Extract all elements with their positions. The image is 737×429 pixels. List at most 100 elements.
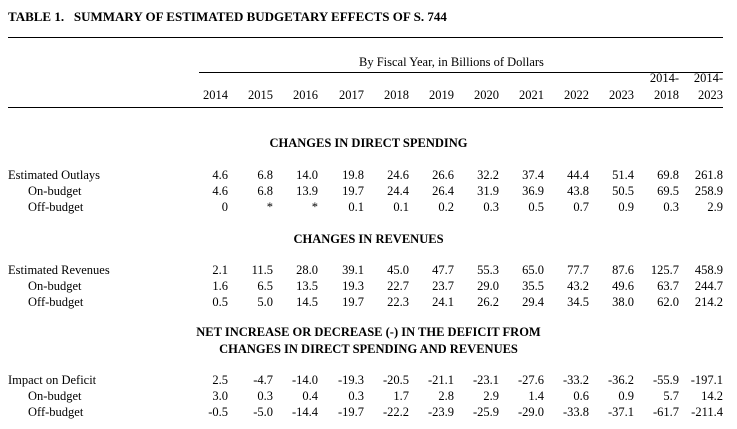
table-cell: 0.4 (302, 389, 318, 403)
table-cell: -37.1 (607, 405, 634, 419)
table-cell: 14.2 (701, 389, 723, 403)
table-cell: 77.7 (567, 263, 589, 277)
table-cell: 0.3 (257, 389, 273, 403)
table-cell: 51.4 (612, 168, 634, 182)
table-cell: 13.9 (296, 184, 318, 198)
row-label: Off-budget (28, 200, 84, 214)
table-cell: 24.1 (432, 295, 454, 309)
table-cell: 214.2 (694, 295, 723, 309)
table-cell: -5.0 (253, 405, 273, 419)
table-cell: 26.4 (432, 184, 454, 198)
table-cell: 22.3 (387, 295, 409, 309)
table-cell: 44.4 (567, 168, 589, 182)
row-label: On-budget (28, 184, 82, 198)
table-cell: 24.4 (387, 184, 409, 198)
table-cell: -29.0 (517, 405, 544, 419)
table-cell: -23.9 (427, 405, 454, 419)
table-title: TABLE 1. SUMMARY OF ESTIMATED BUDGETARY … (8, 9, 447, 24)
table-cell: 87.6 (612, 263, 634, 277)
section-heading: CHANGES IN REVENUES (293, 232, 444, 246)
table-cell: 19.8 (342, 168, 364, 182)
row-label: Off-budget (28, 405, 84, 419)
table-cell: 34.5 (567, 295, 589, 309)
table-cell: -25.9 (472, 405, 499, 419)
table-subtitle: By Fiscal Year, in Billions of Dollars (359, 55, 544, 69)
table-cell: 0.3 (663, 200, 679, 214)
table-cell: -33.8 (562, 405, 589, 419)
table-cell: 2.9 (483, 389, 499, 403)
table-cell: 24.6 (387, 168, 409, 182)
column-header: 2021 (519, 88, 544, 102)
table-cell: * (311, 200, 318, 214)
table-cell: 39.1 (342, 263, 364, 277)
column-header: 2023 (698, 88, 723, 102)
table-cell: 0.1 (393, 200, 409, 214)
row-label: On-budget (28, 279, 82, 293)
table-cell: 5.7 (663, 389, 679, 403)
section-heading: NET INCREASE OR DECREASE (-) IN THE DEFI… (196, 325, 541, 339)
table-cell: 0.1 (348, 200, 364, 214)
table-cell: 2.9 (707, 200, 723, 214)
table-cell: * (266, 200, 273, 214)
table-cell: 37.4 (522, 168, 544, 182)
table-cell: 19.3 (342, 279, 364, 293)
table-cell: 1.7 (393, 389, 409, 403)
column-header: 2014 (203, 88, 228, 102)
table-cell: 19.7 (342, 184, 364, 198)
table-cell: 2.1 (212, 263, 228, 277)
table-cell: 45.0 (387, 263, 409, 277)
table-cell: 261.8 (694, 168, 723, 182)
table-cell: -20.5 (382, 373, 409, 387)
table-cell: 4.6 (212, 168, 228, 182)
column-header: 2016 (293, 88, 318, 102)
table-cell: 43.2 (567, 279, 589, 293)
table-cell: 36.9 (522, 184, 544, 198)
table-cell: 0.7 (573, 200, 589, 214)
table-cell: 26.2 (477, 295, 499, 309)
table-cell: -21.1 (427, 373, 454, 387)
table-cell: 0.3 (483, 200, 499, 214)
table-cell: 47.7 (432, 263, 454, 277)
table-cell: 65.0 (522, 263, 544, 277)
table-cell: 458.9 (694, 263, 723, 277)
table-cell: 0.5 (212, 295, 228, 309)
table-cell: 0.6 (573, 389, 589, 403)
table-cell: -27.6 (517, 373, 544, 387)
column-header: 2020 (474, 88, 499, 102)
table-cell: -19.3 (337, 373, 364, 387)
table-cell: 1.6 (212, 279, 228, 293)
table-cell: 3.0 (212, 389, 228, 403)
row-label: Off-budget (28, 295, 84, 309)
table-cell: 0.2 (438, 200, 454, 214)
table-cell: 0.5 (528, 200, 544, 214)
table-cell: 69.8 (657, 168, 679, 182)
table-cell: -197.1 (690, 373, 723, 387)
table-cell: 14.5 (296, 295, 318, 309)
table-cell: -4.7 (253, 373, 273, 387)
table-cell: 6.5 (257, 279, 273, 293)
table-cell: 69.5 (657, 184, 679, 198)
column-header: 2018 (384, 88, 409, 102)
table-cell: 1.4 (528, 389, 544, 403)
row-label: Estimated Outlays (8, 168, 100, 182)
table-cell: 32.2 (477, 168, 499, 182)
table-cell: 0 (221, 200, 228, 214)
table-cell: 38.0 (612, 295, 634, 309)
table-cell: 14.0 (296, 168, 318, 182)
column-header: 2018 (654, 88, 679, 102)
table-cell: 49.6 (612, 279, 634, 293)
table-cell: 6.8 (257, 184, 273, 198)
table-cell: 19.7 (342, 295, 364, 309)
row-label: On-budget (28, 389, 82, 403)
table-cell: -211.4 (691, 405, 723, 419)
table-cell: 22.7 (387, 279, 409, 293)
table-cell: 2.5 (212, 373, 228, 387)
table-cell: 62.0 (657, 295, 679, 309)
section-heading: CHANGES IN DIRECT SPENDING AND REVENUES (219, 342, 518, 356)
table-cell: 28.0 (296, 263, 318, 277)
table-cell: 23.7 (432, 279, 454, 293)
table-cell: 29.0 (477, 279, 499, 293)
table-cell: 5.0 (257, 295, 273, 309)
column-header-top: 2014- (693, 71, 723, 85)
table-cell: -14.0 (291, 373, 318, 387)
